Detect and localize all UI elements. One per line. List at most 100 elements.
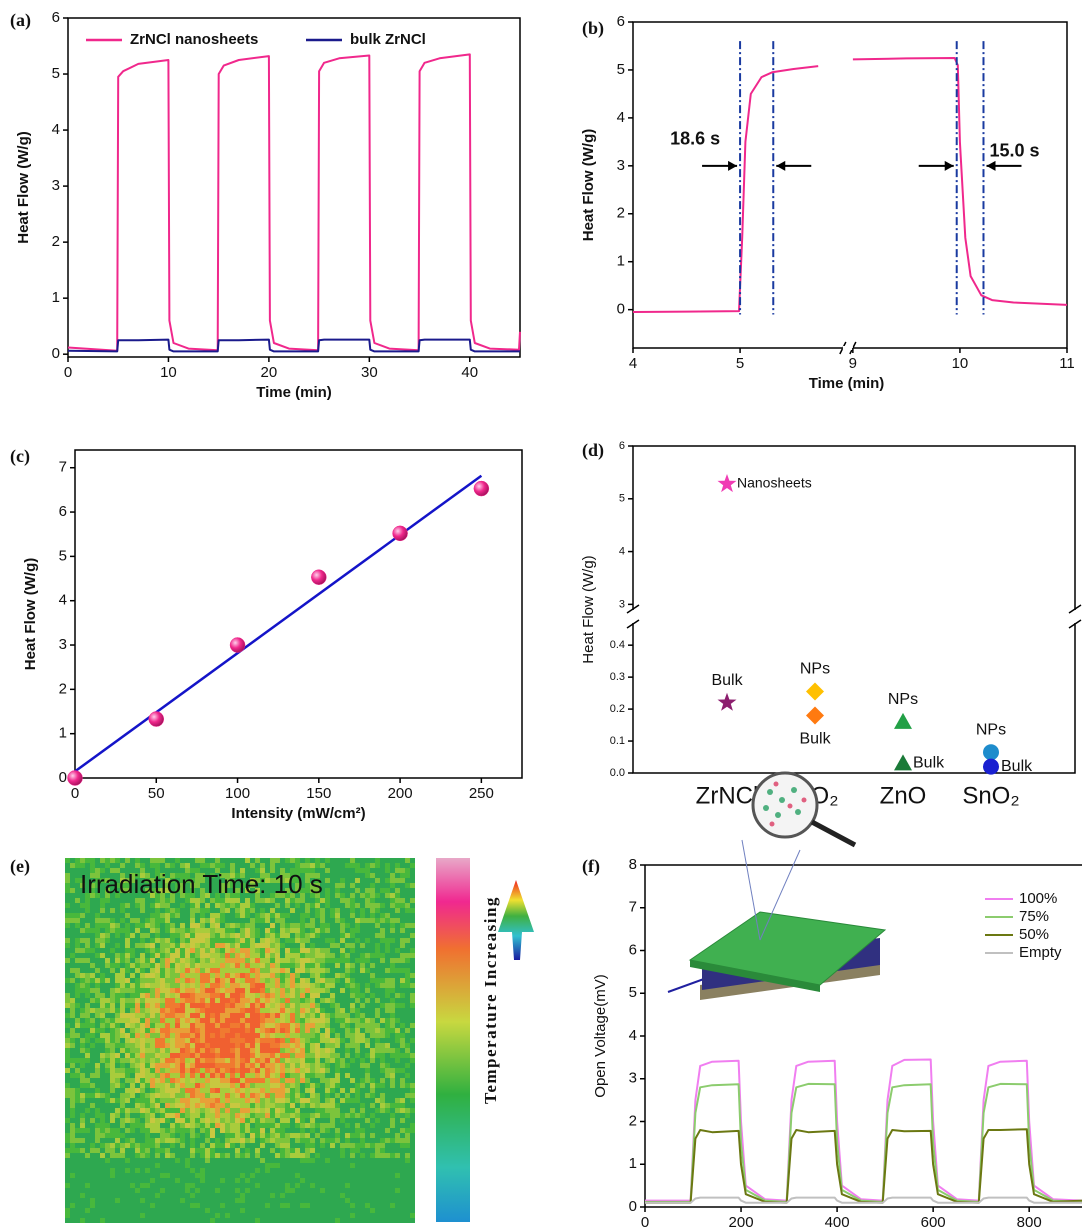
data-point bbox=[311, 570, 326, 585]
data-point bbox=[393, 526, 408, 541]
data-point bbox=[68, 771, 83, 786]
y-tick-label: 0.3 bbox=[610, 671, 625, 683]
x-tick-label: 150 bbox=[306, 785, 331, 802]
point-label: Bulk bbox=[913, 755, 945, 772]
x-tick-label: 10 bbox=[160, 364, 177, 381]
plot-frame bbox=[633, 446, 1075, 773]
y-tick-label: 4 bbox=[629, 1027, 637, 1044]
plot-frame bbox=[633, 22, 1067, 348]
data-point bbox=[806, 706, 824, 724]
x-tick-label: 11 bbox=[1059, 355, 1075, 372]
y-tick-label: 0.1 bbox=[610, 735, 625, 747]
x-tick-label: 4 bbox=[629, 355, 637, 372]
data-point bbox=[894, 713, 912, 729]
colorbar-label: Temperature Increasing bbox=[481, 896, 500, 1104]
y-tick-label: 5 bbox=[629, 984, 637, 1001]
y-tick-label: 3 bbox=[619, 598, 625, 610]
y-tick-label: 5 bbox=[617, 61, 625, 78]
y-tick-label: 4 bbox=[617, 109, 625, 126]
y-tick-label: 0.0 bbox=[610, 767, 625, 779]
y-axis-label: Heat Flow (W/g) bbox=[580, 129, 597, 242]
y-tick-label: 2 bbox=[59, 680, 67, 697]
heatmap bbox=[65, 858, 415, 1223]
x-tick-label: 200 bbox=[388, 785, 413, 802]
y-tick-label: 1 bbox=[629, 1155, 637, 1172]
x-tick-label: SnO₂ bbox=[962, 782, 1019, 809]
arrow-head bbox=[776, 161, 785, 171]
x-tick-label: 200 bbox=[729, 1214, 754, 1231]
x-tick-label: 100 bbox=[225, 785, 250, 802]
y-tick-label: 3 bbox=[52, 177, 60, 194]
x-tick-label: 250 bbox=[469, 785, 494, 802]
point-label: NPs bbox=[976, 721, 1006, 738]
arrow-head bbox=[945, 161, 954, 171]
y-tick-label: 2 bbox=[52, 233, 60, 250]
y-tick-label: 6 bbox=[629, 941, 637, 958]
y-tick-label: 5 bbox=[59, 547, 67, 564]
x-tick-label: 40 bbox=[461, 364, 478, 381]
colorbar bbox=[436, 858, 470, 1222]
point-label: NPs bbox=[800, 661, 830, 678]
y-tick-label: 1 bbox=[59, 725, 67, 742]
y-tick-label: 0.2 bbox=[610, 703, 625, 715]
legend-label: 75% bbox=[1019, 908, 1049, 925]
y-tick-label: 4 bbox=[619, 545, 625, 557]
arrow-head bbox=[986, 161, 995, 171]
y-tick-label: 4 bbox=[52, 121, 60, 138]
y-tick-label: 6 bbox=[52, 9, 60, 26]
y-tick-label: 6 bbox=[617, 13, 625, 30]
point-label: Bulk bbox=[799, 731, 831, 748]
x-tick-label: 5 bbox=[736, 355, 744, 372]
data-point bbox=[230, 638, 245, 653]
x-axis-label: Intensity (mW/cm²) bbox=[231, 805, 365, 822]
y-tick-label: 6 bbox=[619, 440, 625, 452]
y-tick-label: 4 bbox=[59, 592, 67, 609]
data-point bbox=[149, 712, 164, 727]
y-axis-label: Heat Flow (W/g) bbox=[22, 558, 39, 671]
point-label: Bulk bbox=[711, 672, 743, 689]
y-tick-label: 8 bbox=[629, 856, 637, 873]
y-tick-label: 1 bbox=[52, 289, 60, 306]
x-tick-label: ZnO bbox=[880, 782, 927, 809]
plot-frame bbox=[75, 450, 522, 778]
panel-label: (c) bbox=[10, 446, 30, 467]
y-tick-label: 5 bbox=[52, 65, 60, 82]
point-label: Nanosheets bbox=[737, 475, 812, 491]
line bbox=[75, 476, 481, 772]
y-tick-label: 1 bbox=[617, 253, 625, 270]
x-tick-label: 20 bbox=[261, 364, 278, 381]
y-tick-label: 3 bbox=[59, 636, 67, 653]
data-point bbox=[894, 754, 912, 770]
annotation: 15.0 s bbox=[989, 141, 1039, 161]
x-tick-label: 10 bbox=[952, 355, 969, 372]
panel-label: (d) bbox=[582, 440, 604, 461]
y-tick-label: 0 bbox=[629, 1198, 637, 1215]
y-axis-label: Heat Flow (W/g) bbox=[580, 555, 597, 663]
data-point bbox=[983, 759, 999, 775]
panel-label: (a) bbox=[10, 10, 31, 31]
x-tick-label: 9 bbox=[849, 355, 857, 372]
legend-label: 50% bbox=[1019, 926, 1049, 943]
x-tick-label: 0 bbox=[641, 1214, 649, 1231]
line bbox=[68, 54, 520, 350]
point-label: NPs bbox=[888, 691, 918, 708]
colorbar-arrow bbox=[498, 880, 534, 960]
x-tick-label: 0 bbox=[64, 364, 72, 381]
y-tick-label: 2 bbox=[617, 205, 625, 222]
panel-label: (e) bbox=[10, 856, 30, 877]
line bbox=[645, 1084, 1082, 1202]
y-tick-label: 7 bbox=[629, 899, 637, 916]
panel-label: (f) bbox=[582, 856, 600, 877]
y-axis-label: Open Voltage(mV) bbox=[592, 974, 609, 1097]
data-point bbox=[474, 481, 489, 496]
y-tick-label: 7 bbox=[59, 459, 67, 476]
y-tick-label: 0 bbox=[52, 345, 60, 362]
y-tick-label: 3 bbox=[617, 157, 625, 174]
line bbox=[645, 1129, 1082, 1203]
x-tick-label: ZrNCl bbox=[696, 782, 759, 809]
x-tick-label: 400 bbox=[825, 1214, 850, 1231]
axis-break bbox=[1072, 610, 1078, 623]
y-tick-label: 0 bbox=[59, 769, 67, 786]
x-tick-label: 30 bbox=[361, 364, 378, 381]
